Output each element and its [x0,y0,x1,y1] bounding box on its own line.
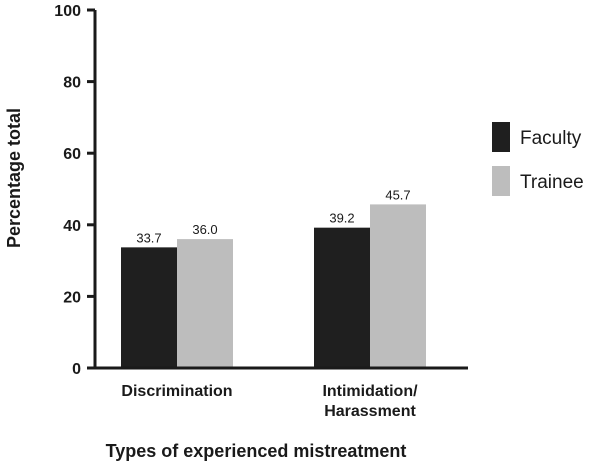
y-axis-title: Percentage total [4,108,24,248]
x-axis-category-labels: Discrimination Intimidation/Harassment [121,383,418,420]
y-tick-label: 60 [63,146,81,163]
y-tick-label: 100 [54,3,81,20]
y-tick-label: 0 [72,361,81,378]
legend-swatch-faculty [492,122,510,152]
y-tick-label: 80 [63,75,81,92]
data-label: 39.2 [329,211,354,226]
legend-label-faculty: Faculty [520,128,582,149]
bar-faculty-1 [121,247,177,368]
bar-faculty-2 [314,227,370,368]
y-tick-label: 20 [63,289,81,306]
x-category-label: Intimidation/Harassment [322,383,418,420]
legend-swatch-trainee [492,166,510,196]
data-label: 36.0 [192,222,217,237]
data-label: 45.7 [385,187,410,202]
bars [121,204,426,368]
legend-label-trainee: Trainee [520,172,584,193]
y-axis-ticks: 0 20 40 60 80 100 [54,3,95,378]
x-category-label: Discrimination [121,383,232,400]
bar-trainee-1 [177,239,233,368]
data-label: 33.7 [136,230,161,245]
x-axis-title: Types of experienced mistreatment [106,441,407,461]
y-tick-label: 40 [63,218,81,235]
legend: Faculty Trainee [492,122,584,196]
data-labels: 33.7 36.0 39.2 45.7 [136,187,410,245]
bar-trainee-2 [370,204,426,368]
